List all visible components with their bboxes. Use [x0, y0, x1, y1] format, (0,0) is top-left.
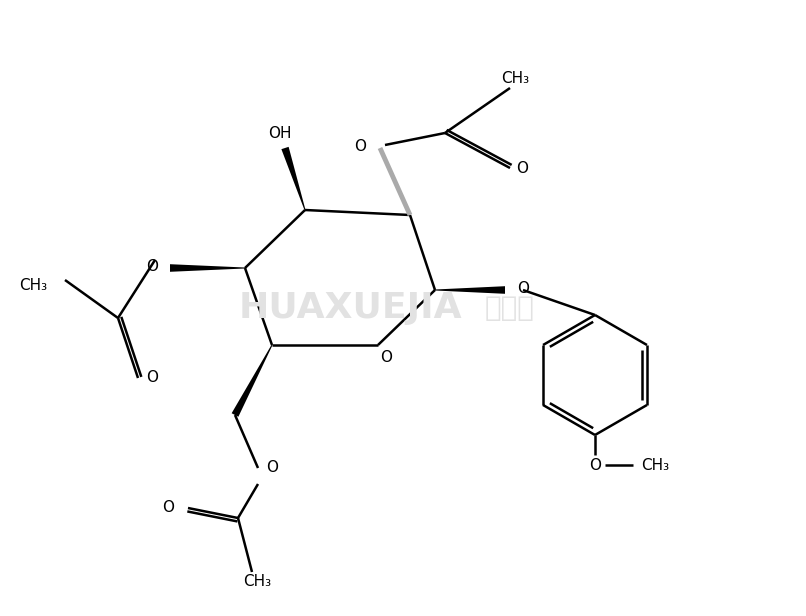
Text: CH₃: CH₃ — [501, 70, 529, 86]
Text: O: O — [380, 349, 392, 365]
Text: HUAXUEJIA: HUAXUEJIA — [239, 291, 462, 325]
Text: CH₃: CH₃ — [641, 458, 669, 472]
Text: O: O — [517, 280, 529, 296]
Text: O: O — [516, 161, 528, 176]
Polygon shape — [170, 264, 245, 272]
Text: O: O — [146, 259, 158, 274]
Text: O: O — [162, 500, 174, 516]
Text: CH₃: CH₃ — [19, 277, 47, 293]
Text: O: O — [589, 458, 601, 472]
Text: 化学加: 化学加 — [485, 294, 535, 322]
Polygon shape — [281, 147, 305, 210]
Text: O: O — [266, 461, 278, 476]
Text: OH: OH — [268, 126, 292, 140]
Text: CH₃: CH₃ — [243, 575, 271, 590]
Polygon shape — [435, 286, 505, 294]
Text: O: O — [146, 370, 158, 386]
Text: O: O — [354, 139, 366, 153]
Polygon shape — [231, 345, 272, 417]
